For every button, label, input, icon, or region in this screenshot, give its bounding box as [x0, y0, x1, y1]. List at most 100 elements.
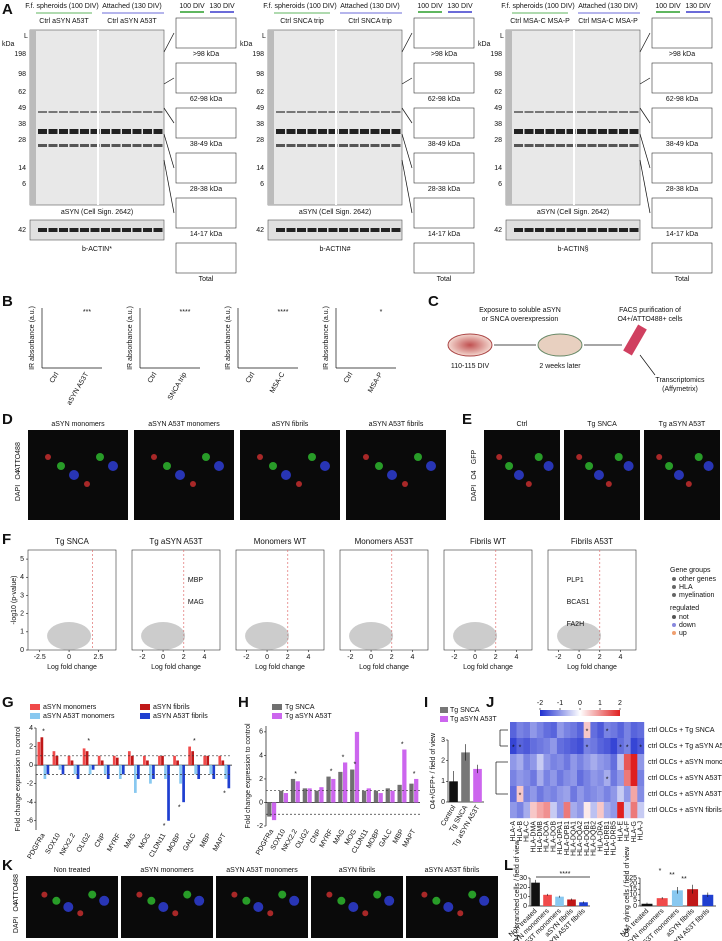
- blot-band: [514, 111, 523, 113]
- legend-label: 130 DIV: [209, 3, 235, 10]
- heatmap-cell: [570, 786, 578, 803]
- blot-band: [391, 228, 401, 232]
- quant-frame: [651, 17, 713, 49]
- blot-band: [307, 228, 317, 232]
- heatmap-cell: [617, 754, 625, 771]
- y-tick-label: 0: [29, 762, 33, 769]
- blot-band: [339, 129, 348, 134]
- colorbar: [540, 710, 620, 716]
- blot-band: [556, 144, 565, 147]
- heatmap-cell: [523, 738, 531, 755]
- x-tick-label: 4: [203, 654, 207, 661]
- y-tick-label: 0: [20, 647, 24, 654]
- column-label: HLA-DRA: [597, 821, 604, 852]
- cell-signal: [375, 462, 383, 470]
- heatmap-cell: [617, 738, 625, 755]
- y-axis-label: O4+ dying cells / field of view: [624, 846, 631, 937]
- bar: [100, 760, 104, 766]
- kda-marker: 98: [494, 71, 502, 78]
- blot-band: [566, 228, 576, 232]
- output-text: (Affymetrix): [662, 386, 698, 393]
- bar: [338, 771, 343, 803]
- blot-band: [297, 228, 306, 232]
- image-title: aSYN monomers: [51, 421, 105, 428]
- blot-band: [111, 129, 121, 134]
- heatmap-cell: [530, 754, 537, 771]
- blot-band: [59, 129, 68, 134]
- image-title: aSYN A53T fibrils: [369, 421, 424, 428]
- cell-signal: [257, 454, 263, 460]
- plot-frame: [547, 549, 637, 651]
- plot-frame: [27, 549, 117, 651]
- condition-label: Ctrl aSYN A53T: [39, 18, 89, 25]
- heatmap-cell: [543, 770, 551, 787]
- heatmap-cell: [543, 802, 551, 819]
- blot-band: [598, 228, 607, 232]
- y-axis-label: Fold change expression to control: [15, 726, 22, 832]
- kda-marker: 38: [494, 121, 502, 128]
- kda-marker: 62: [494, 89, 502, 96]
- heatmap-cell: [516, 770, 524, 787]
- blot-band: [381, 144, 390, 147]
- bar: [76, 765, 80, 779]
- y-tick-label: 3: [441, 737, 445, 744]
- significance: *: [330, 769, 333, 776]
- heatmap-cell: [583, 802, 591, 819]
- blot-band: [59, 111, 68, 113]
- legend-marker: [672, 623, 676, 627]
- channel-label: DAPI: [15, 485, 22, 501]
- heatmap-cell: [610, 738, 618, 755]
- fraction-label: >98 kDa: [669, 51, 695, 58]
- blot-band: [514, 144, 523, 147]
- image-title: aSYN fibrils: [272, 421, 309, 428]
- plot-title: Fibrils WT: [470, 537, 506, 546]
- cell-signal: [308, 453, 316, 461]
- legend-label: aSYN monomers: [43, 704, 97, 711]
- blot-band: [566, 144, 576, 147]
- blot-band: [391, 129, 401, 134]
- point-cloud: [557, 622, 602, 650]
- heatmap-cell: [570, 802, 578, 819]
- quant-frame: [413, 62, 475, 94]
- significance: ****: [560, 871, 571, 878]
- kda-marker: 14: [256, 165, 264, 172]
- gene-label: BCAS1: [567, 599, 590, 606]
- blot-band: [328, 129, 338, 134]
- x-tick-label: 0: [265, 654, 269, 661]
- bar: [149, 765, 152, 784]
- bar: [167, 765, 170, 821]
- heatmap-cell: [563, 754, 571, 771]
- blot-band: [556, 129, 565, 134]
- significance: *: [586, 728, 589, 735]
- cell-signal: [52, 896, 61, 905]
- bar: [354, 731, 360, 803]
- panel-label: F: [2, 531, 11, 548]
- heatmap-cell: [597, 738, 604, 755]
- heatmap-cell: [630, 722, 638, 739]
- heatmap-cell: [570, 754, 578, 771]
- blot-band: [566, 111, 576, 113]
- cell-signal: [387, 470, 397, 480]
- x-tick-label: MOG: [138, 832, 152, 850]
- column-label: HLA-DRB1: [604, 821, 611, 856]
- condition-label: Ctrl MSA-C MSA-P: [578, 18, 638, 25]
- significance: *: [639, 744, 642, 751]
- bar: [40, 737, 44, 766]
- y-axis-label: IR absorbance (a.u.): [29, 306, 36, 370]
- point-cloud: [141, 622, 186, 650]
- blot-band: [307, 111, 317, 113]
- x-tick-label: -2: [347, 654, 353, 661]
- image-title: aSYN monomers: [140, 867, 194, 874]
- blot-band: [535, 228, 544, 232]
- blot-header: F.f. spheroids (100 DIV): [263, 3, 337, 10]
- channel-label: O4: [13, 902, 20, 911]
- blot-band: [556, 111, 565, 113]
- panel-label: D: [2, 411, 13, 428]
- cell-signal: [108, 461, 118, 471]
- heatmap-cell: [543, 738, 551, 755]
- bar: [567, 899, 576, 906]
- image-title: Tg SNCA: [587, 421, 617, 428]
- blot-band: [59, 228, 68, 232]
- blot-band: [629, 129, 639, 134]
- panel-label: J: [486, 694, 494, 711]
